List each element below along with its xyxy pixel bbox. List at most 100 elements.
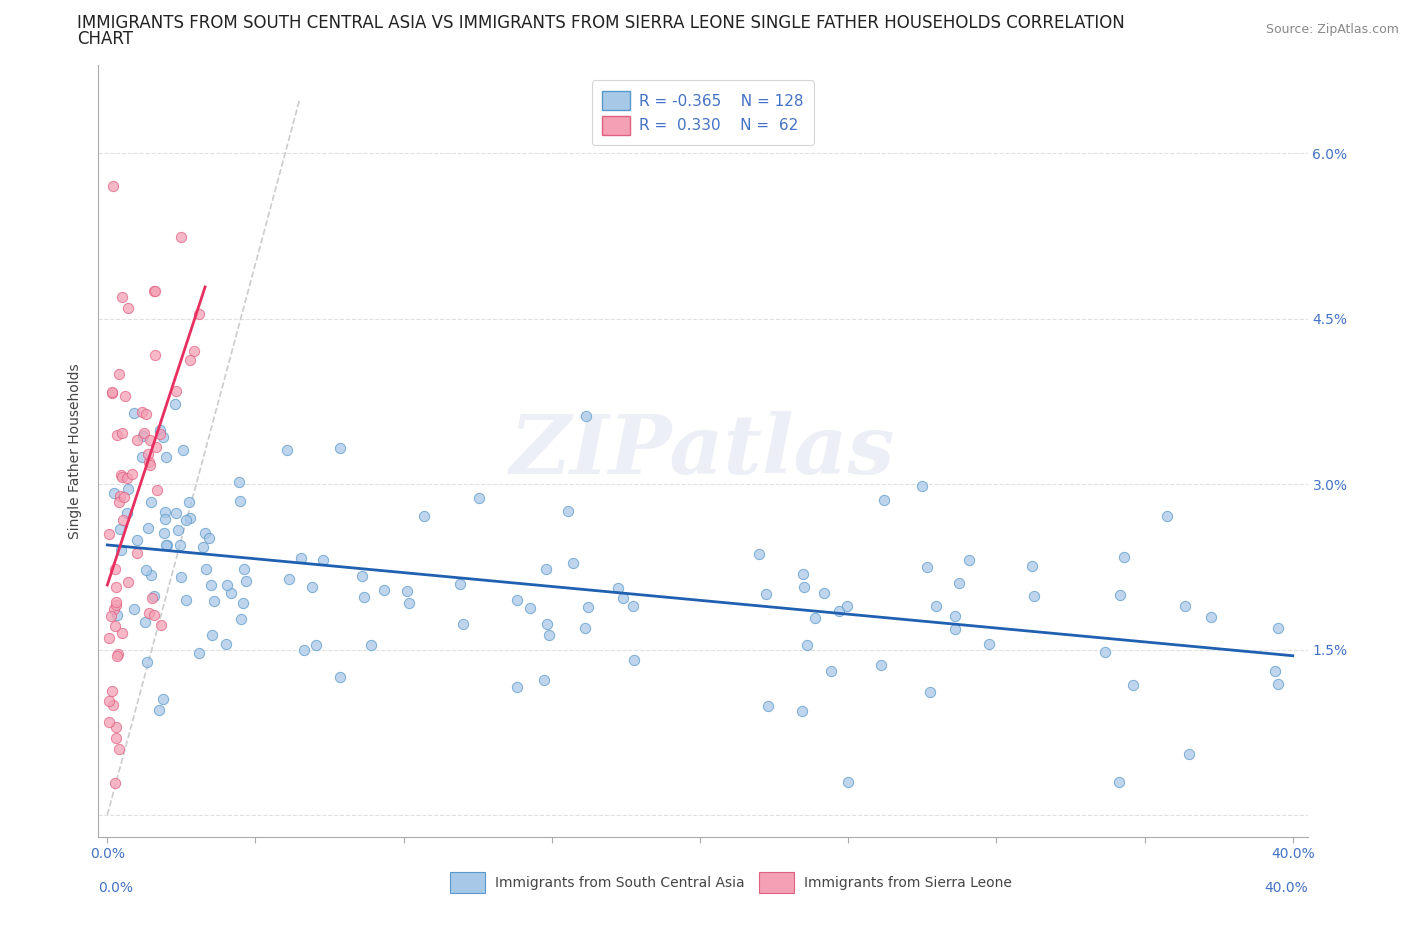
Point (138, 455, 160, 470)
Point (139, 495, 162, 510)
Point (105, 730, 128, 745)
Point (179, 511, 201, 525)
Point (174, 512, 197, 527)
Point (143, 348, 166, 363)
Point (122, 602, 145, 617)
Point (105, 607, 128, 622)
Point (145, 483, 167, 498)
Point (104, 619, 127, 634)
Point (373, 582, 395, 597)
Point (312, 552, 335, 567)
Point (576, 600, 599, 615)
Point (108, 741, 131, 756)
Point (925, 599, 948, 614)
Point (790, 704, 813, 719)
Point (153, 504, 176, 519)
Point (105, 428, 128, 443)
Point (467, 491, 489, 506)
Point (607, 580, 630, 595)
Point (1174, 598, 1197, 613)
Text: Immigrants from Sierra Leone: Immigrants from Sierra Leone (804, 875, 1012, 890)
Point (277, 571, 299, 586)
Point (165, 505, 187, 520)
Point (105, 719, 128, 734)
Point (139, 567, 162, 582)
Point (979, 636, 1001, 651)
Point (201, 628, 224, 643)
Point (229, 611, 252, 626)
Point (149, 422, 172, 437)
Point (533, 672, 555, 687)
Point (574, 621, 596, 636)
Point (110, 542, 132, 557)
Point (145, 440, 167, 455)
Point (353, 590, 375, 604)
Text: Immigrants from South Central Asia: Immigrants from South Central Asia (495, 875, 745, 890)
Point (575, 408, 598, 423)
Y-axis label: Single Father Households: Single Father Households (69, 364, 83, 538)
Point (117, 300, 139, 315)
Point (169, 538, 191, 552)
Point (104, 562, 127, 577)
Point (142, 589, 165, 604)
Point (115, 470, 138, 485)
Point (105, 648, 128, 663)
Point (943, 622, 966, 637)
Point (793, 579, 815, 594)
Point (101, 385, 124, 400)
Point (131, 405, 153, 419)
Point (101, 385, 124, 400)
Point (233, 562, 256, 577)
Text: 40.0%: 40.0% (1264, 881, 1308, 896)
Point (112, 489, 135, 504)
Point (134, 426, 156, 441)
Point (167, 523, 190, 538)
Text: ZIPatlas: ZIPatlas (510, 411, 896, 491)
Point (957, 552, 980, 567)
Point (412, 508, 434, 523)
Point (103, 776, 125, 790)
Point (107, 646, 129, 661)
Point (108, 522, 131, 537)
Point (111, 626, 134, 641)
Point (1109, 587, 1132, 602)
Point (108, 495, 131, 510)
Point (143, 284, 166, 299)
Point (1022, 588, 1045, 603)
Point (104, 594, 127, 609)
Point (748, 547, 770, 562)
Point (623, 653, 645, 668)
Point (108, 488, 131, 503)
Point (117, 575, 139, 590)
Point (915, 559, 938, 574)
Point (756, 698, 779, 713)
Point (621, 599, 644, 614)
Text: Source: ZipAtlas.com: Source: ZipAtlas.com (1265, 23, 1399, 36)
Point (870, 658, 893, 672)
Point (136, 521, 159, 536)
Point (301, 579, 323, 594)
Point (612, 591, 634, 605)
Point (135, 655, 157, 670)
Point (796, 637, 818, 652)
Point (398, 595, 420, 610)
Point (290, 550, 312, 565)
Point (111, 426, 134, 441)
Point (103, 179, 125, 193)
Point (911, 479, 934, 494)
Legend: R = -0.365    N = 128, R =  0.330    N =  62: R = -0.365 N = 128, R = 0.330 N = 62 (592, 81, 814, 145)
Point (134, 615, 156, 630)
Point (125, 432, 148, 447)
Point (835, 598, 858, 613)
Point (232, 595, 254, 610)
Point (360, 638, 382, 653)
Point (305, 637, 328, 652)
Point (536, 617, 558, 631)
Point (103, 485, 125, 500)
Point (329, 670, 352, 684)
Point (1114, 550, 1136, 565)
Point (97, 714, 120, 729)
Point (112, 512, 135, 527)
Point (943, 608, 966, 623)
Point (117, 506, 139, 521)
